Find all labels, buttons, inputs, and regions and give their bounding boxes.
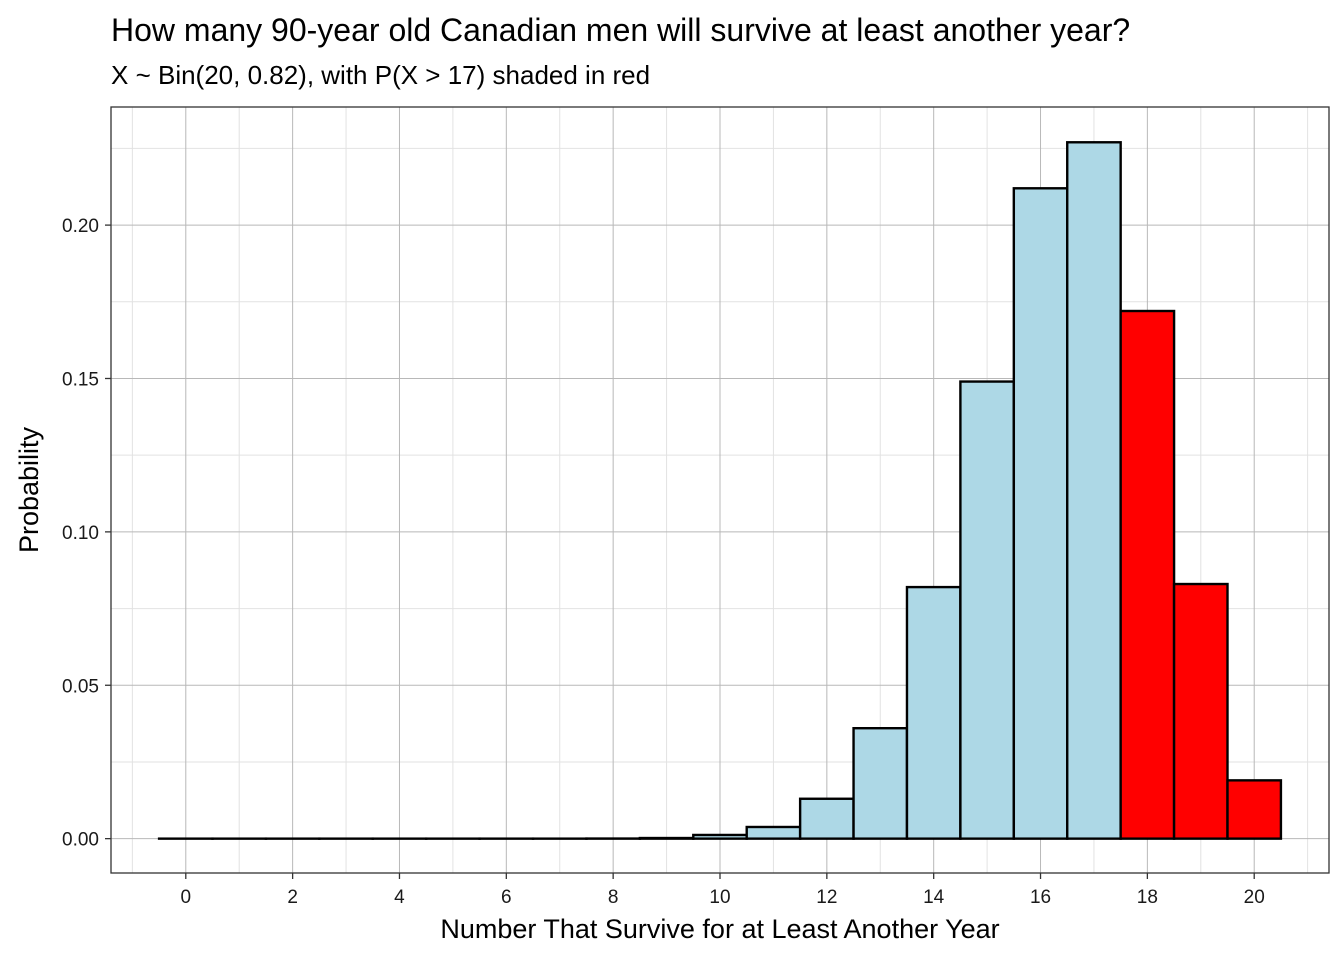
x-tick-label: 6: [501, 887, 512, 908]
y-tick-label: 0.10: [62, 523, 99, 544]
x-axis-ticks: 0 2 4 6 8 10 12 14 16 18 20: [181, 873, 1265, 908]
x-tick-label: 14: [923, 887, 945, 908]
bar-20: [1226, 779, 1283, 840]
x-tick-label: 8: [608, 887, 619, 908]
bar-12: [798, 797, 855, 840]
y-axis-title: Probability: [14, 426, 44, 553]
bar-14: [905, 585, 962, 840]
x-tick-label: 18: [1137, 887, 1158, 908]
x-tick-label: 12: [816, 887, 837, 908]
bar-17: [1066, 141, 1122, 840]
y-tick-label: 0.00: [62, 830, 99, 851]
x-tick-label: 2: [287, 887, 298, 908]
x-tick-label: 20: [1244, 887, 1265, 908]
bar-19: [1172, 582, 1229, 840]
chart-subtitle: X ~ Bin(20, 0.82), with P(X > 17) shaded…: [111, 60, 651, 90]
y-tick-label: 0.15: [62, 369, 99, 390]
x-tick-label: 4: [394, 887, 405, 908]
bar-13: [852, 727, 909, 840]
x-axis-title: Number That Survive for at Least Another…: [440, 914, 999, 944]
bar-18: [1119, 309, 1176, 840]
bar-11: [745, 825, 802, 840]
chart-title: How many 90-year old Canadian men will s…: [111, 12, 1131, 48]
bar-15: [959, 380, 1016, 840]
y-tick-label: 0.20: [62, 216, 99, 237]
y-tick-label: 0.05: [62, 676, 99, 697]
x-tick-label: 10: [709, 887, 730, 908]
bar-16: [1012, 187, 1069, 840]
x-tick-label: 16: [1030, 887, 1051, 908]
bar-9: [638, 836, 695, 840]
bar-10: [692, 833, 748, 840]
y-axis-ticks: 0.00 0.05 0.10 0.15 0.20: [62, 216, 111, 851]
bars: [157, 141, 1283, 840]
x-tick-label: 0: [181, 887, 192, 908]
